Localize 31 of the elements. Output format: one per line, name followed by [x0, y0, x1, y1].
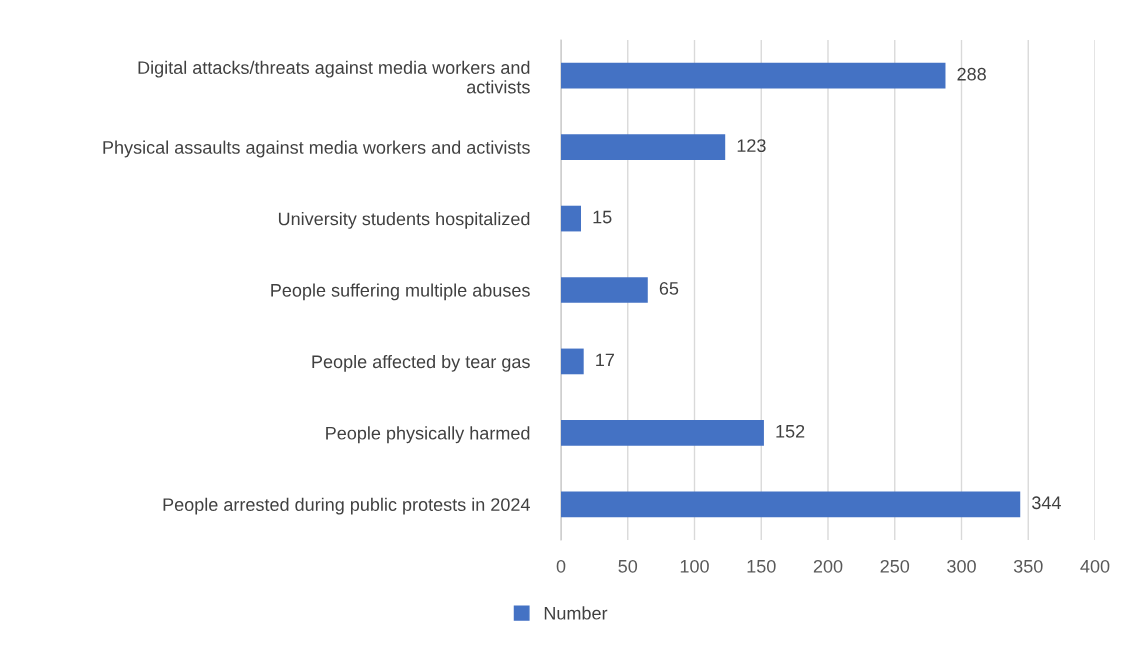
x-tick-label: 400 — [1080, 559, 1110, 573]
y-tick-label: People suffering multiple abuses — [271, 283, 530, 301]
bar — [561, 277, 648, 303]
x-tick-label: 200 — [813, 559, 843, 573]
bar — [561, 420, 764, 446]
x-tick-label: 250 — [880, 559, 910, 573]
data-label: 15 — [593, 210, 612, 224]
legend-label: Number — [544, 606, 608, 620]
data-label: 17 — [596, 353, 614, 367]
y-tick-label: People arrested during public protests in 2024 — [163, 497, 530, 515]
y-tick-label: University students hospitalized — [278, 212, 530, 229]
x-tick-label: 300 — [947, 559, 976, 573]
y-tick-label: Digital attacks/threats against media workers and activists — [138, 60, 530, 94]
x-tick-label: 50 — [618, 559, 638, 573]
data-label: 152 — [776, 424, 805, 438]
bar — [561, 491, 1021, 518]
bar — [561, 62, 946, 89]
x-tick-label: 350 — [1013, 559, 1043, 573]
x-tick-label: 100 — [680, 559, 709, 573]
bar — [561, 205, 582, 232]
data-label: 344 — [1032, 496, 1061, 510]
data-label: 288 — [957, 67, 986, 81]
bar — [561, 134, 726, 160]
x-tick-label: 150 — [747, 559, 776, 573]
y-tick-label: People affected by tear gas — [312, 354, 530, 372]
x-tick-label: 0 — [556, 559, 566, 573]
y-tick-label: People physically harmed — [326, 426, 530, 444]
data-label: 123 — [737, 139, 766, 152]
bar — [561, 348, 584, 375]
y-tick-label: Physical assaults against media workers and activists — [103, 140, 530, 158]
data-label: 65 — [659, 282, 679, 295]
